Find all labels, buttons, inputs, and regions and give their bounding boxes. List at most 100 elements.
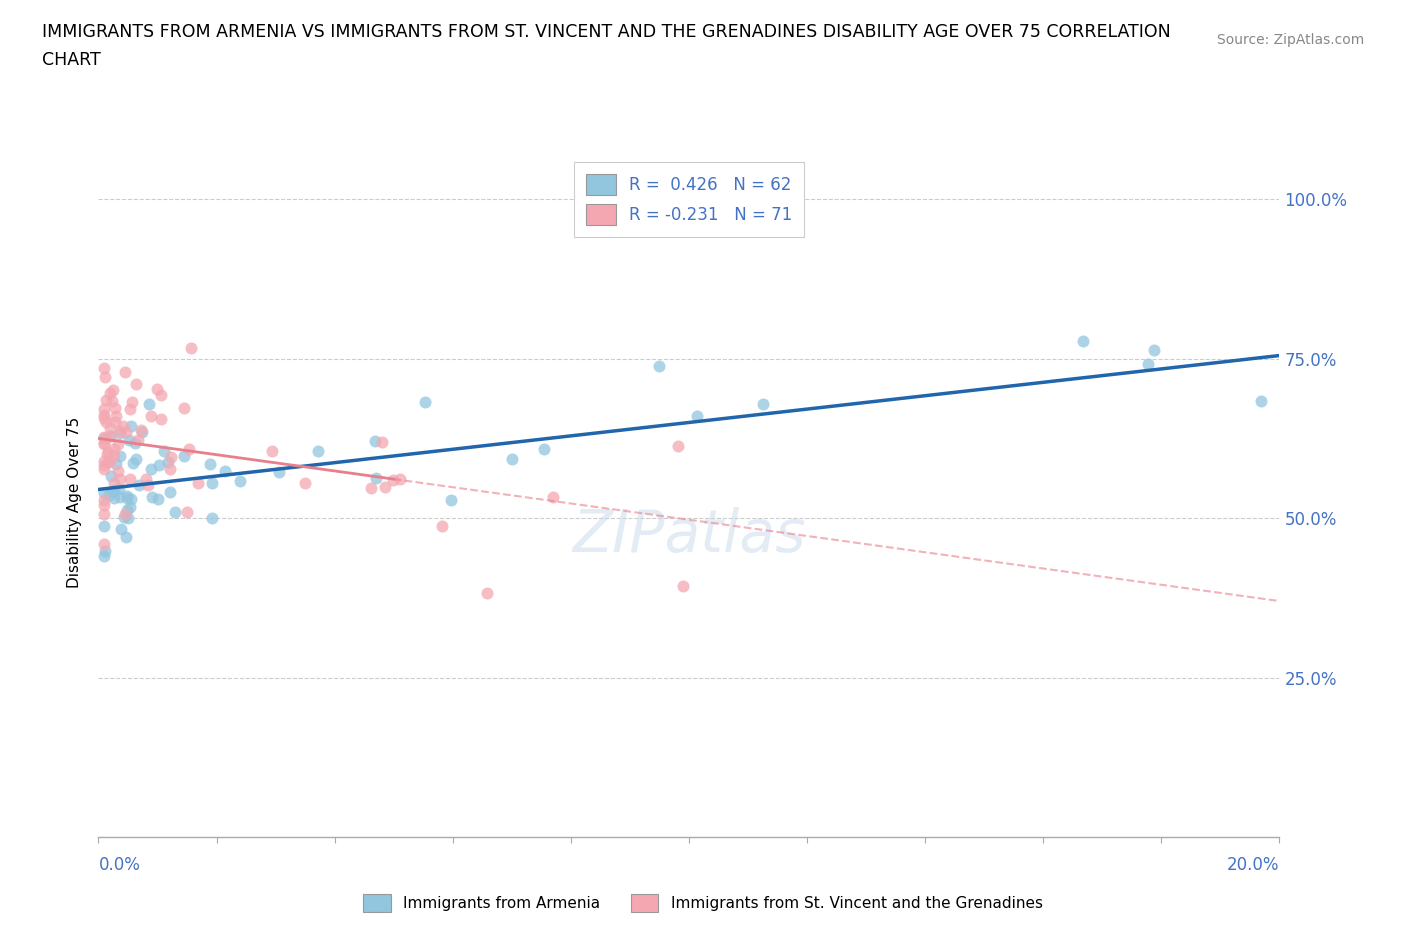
Immigrants from St. Vincent and the Grenadines	[177, 442, 200, 457]
Immigrants from St. Vincent and the Grenadines	[101, 382, 124, 397]
Immigrants from Armenia	[648, 358, 671, 373]
Immigrants from Armenia	[138, 397, 160, 412]
Immigrants from Armenia	[93, 548, 115, 563]
Immigrants from Armenia	[1137, 356, 1160, 371]
Immigrants from Armenia	[131, 424, 153, 439]
Immigrants from St. Vincent and the Grenadines	[93, 458, 115, 472]
Text: 20.0%: 20.0%	[1227, 856, 1279, 873]
Immigrants from Armenia	[117, 491, 139, 506]
Immigrants from St. Vincent and the Grenadines	[114, 425, 136, 440]
Immigrants from St. Vincent and the Grenadines	[374, 479, 396, 494]
Text: 0.0%: 0.0%	[98, 856, 141, 873]
Immigrants from St. Vincent and the Grenadines	[114, 506, 136, 521]
Immigrants from Armenia	[108, 482, 131, 497]
Immigrants from St. Vincent and the Grenadines	[112, 418, 135, 433]
Immigrants from St. Vincent and the Grenadines	[118, 402, 141, 417]
Immigrants from Armenia	[201, 476, 224, 491]
Immigrants from St. Vincent and the Grenadines	[388, 472, 411, 486]
Immigrants from St. Vincent and the Grenadines	[430, 518, 453, 533]
Immigrants from Armenia	[153, 444, 176, 458]
Immigrants from Armenia	[501, 451, 523, 466]
Immigrants from Armenia	[1143, 342, 1166, 357]
Immigrants from St. Vincent and the Grenadines	[672, 578, 695, 593]
Immigrants from Armenia	[124, 436, 146, 451]
Immigrants from St. Vincent and the Grenadines	[98, 386, 121, 401]
Immigrants from Armenia	[118, 433, 141, 448]
Immigrants from Armenia	[364, 433, 387, 448]
Immigrants from St. Vincent and the Grenadines	[93, 454, 115, 469]
Immigrants from St. Vincent and the Grenadines	[260, 444, 283, 458]
Immigrants from St. Vincent and the Grenadines	[93, 360, 115, 375]
Immigrants from Armenia	[120, 499, 142, 514]
Immigrants from Armenia	[103, 483, 125, 498]
Immigrants from Armenia	[103, 484, 125, 498]
Legend: Immigrants from Armenia, Immigrants from St. Vincent and the Grenadines: Immigrants from Armenia, Immigrants from…	[357, 888, 1049, 918]
Immigrants from Armenia	[112, 510, 135, 525]
Immigrants from St. Vincent and the Grenadines	[129, 423, 152, 438]
Immigrants from St. Vincent and the Grenadines	[146, 381, 169, 396]
Immigrants from St. Vincent and the Grenadines	[93, 493, 115, 508]
Immigrants from Armenia	[173, 449, 195, 464]
Immigrants from St. Vincent and the Grenadines	[104, 408, 127, 423]
Immigrants from Armenia	[440, 493, 463, 508]
Immigrants from Armenia	[165, 504, 187, 519]
Immigrants from St. Vincent and the Grenadines	[93, 436, 115, 451]
Immigrants from St. Vincent and the Grenadines	[93, 407, 115, 422]
Text: IMMIGRANTS FROM ARMENIA VS IMMIGRANTS FROM ST. VINCENT AND THE GRENADINES DISABI: IMMIGRANTS FROM ARMENIA VS IMMIGRANTS FR…	[42, 23, 1171, 41]
Immigrants from St. Vincent and the Grenadines	[176, 504, 198, 519]
Immigrants from St. Vincent and the Grenadines	[93, 506, 115, 521]
Immigrants from Armenia	[115, 502, 138, 517]
Text: CHART: CHART	[42, 51, 101, 69]
Immigrants from St. Vincent and the Grenadines	[107, 463, 129, 478]
Immigrants from St. Vincent and the Grenadines	[93, 537, 115, 551]
Immigrants from Armenia	[105, 457, 128, 472]
Immigrants from Armenia	[156, 455, 179, 470]
Text: Source: ZipAtlas.com: Source: ZipAtlas.com	[1216, 33, 1364, 46]
Immigrants from St. Vincent and the Grenadines	[98, 454, 121, 469]
Immigrants from St. Vincent and the Grenadines	[150, 411, 173, 426]
Immigrants from Armenia	[307, 444, 329, 458]
Immigrants from St. Vincent and the Grenadines	[121, 394, 143, 409]
Immigrants from St. Vincent and the Grenadines	[360, 480, 382, 495]
Y-axis label: Disability Age Over 75: Disability Age Over 75	[67, 417, 83, 588]
Immigrants from Armenia	[120, 418, 142, 433]
Immigrants from St. Vincent and the Grenadines	[160, 449, 183, 464]
Immigrants from Armenia	[93, 431, 115, 445]
Immigrants from St. Vincent and the Grenadines	[93, 370, 115, 385]
Immigrants from St. Vincent and the Grenadines	[93, 402, 115, 417]
Immigrants from St. Vincent and the Grenadines	[187, 475, 209, 490]
Immigrants from Armenia	[200, 457, 222, 472]
Immigrants from St. Vincent and the Grenadines	[94, 392, 117, 407]
Immigrants from St. Vincent and the Grenadines	[101, 393, 124, 408]
Immigrants from Armenia	[139, 461, 162, 476]
Legend: R =  0.426   N = 62, R = -0.231   N = 71: R = 0.426 N = 62, R = -0.231 N = 71	[574, 163, 804, 237]
Immigrants from St. Vincent and the Grenadines	[477, 586, 499, 601]
Immigrants from Armenia	[100, 469, 122, 484]
Immigrants from St. Vincent and the Grenadines	[149, 388, 172, 403]
Immigrants from Armenia	[93, 518, 115, 533]
Immigrants from Armenia	[115, 488, 138, 503]
Immigrants from St. Vincent and the Grenadines	[93, 411, 115, 426]
Immigrants from Armenia	[98, 428, 121, 443]
Immigrants from St. Vincent and the Grenadines	[93, 461, 115, 476]
Immigrants from St. Vincent and the Grenadines	[104, 415, 127, 430]
Immigrants from Armenia	[122, 455, 145, 470]
Immigrants from Armenia	[120, 491, 142, 506]
Immigrants from St. Vincent and the Grenadines	[294, 475, 316, 490]
Immigrants from St. Vincent and the Grenadines	[159, 461, 181, 476]
Immigrants from St. Vincent and the Grenadines	[124, 377, 146, 392]
Immigrants from Armenia	[103, 491, 125, 506]
Immigrants from Armenia	[110, 490, 132, 505]
Immigrants from Armenia	[110, 449, 132, 464]
Immigrants from Armenia	[214, 464, 236, 479]
Immigrants from Armenia	[108, 426, 131, 441]
Immigrants from Armenia	[752, 396, 775, 411]
Immigrants from St. Vincent and the Grenadines	[136, 478, 159, 493]
Immigrants from St. Vincent and the Grenadines	[135, 472, 157, 486]
Immigrants from St. Vincent and the Grenadines	[103, 475, 125, 490]
Immigrants from Armenia	[533, 442, 555, 457]
Immigrants from Armenia	[415, 395, 437, 410]
Immigrants from Armenia	[686, 408, 709, 423]
Immigrants from Armenia	[114, 529, 136, 544]
Immigrants from St. Vincent and the Grenadines	[668, 439, 690, 454]
